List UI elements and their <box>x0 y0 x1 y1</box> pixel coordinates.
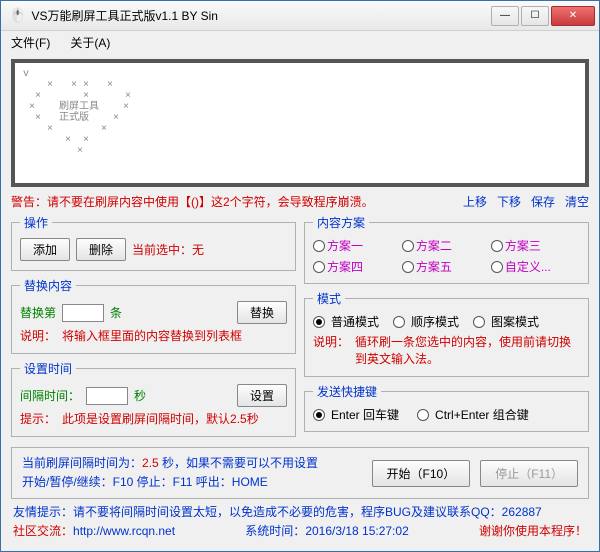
mode-hint-label: 说明： <box>313 333 349 350</box>
mode-option-2[interactable]: 图案模式 <box>473 313 539 330</box>
time-legend: 设置时间 <box>20 360 76 377</box>
replace-suffix: 条 <box>110 304 122 321</box>
toolbar-links: 上移 下移 保存 清空 <box>463 193 589 210</box>
scheme-option-0[interactable]: 方案一 <box>313 235 402 256</box>
current-label: 当前选中：无 <box>132 241 204 258</box>
link-save[interactable]: 保存 <box>531 193 555 210</box>
ops-group: 操作 添加 删除 当前选中：无 <box>11 214 296 271</box>
modes-group: 模式 普通模式顺序模式图案模式 说明： 循环刷一条您选中的内容，使用前请切换到英… <box>304 290 589 377</box>
menu-file[interactable]: 文件(F) <box>7 32 54 53</box>
schemes-group: 内容方案 方案一方案二方案三方案四方案五自定义... <box>304 214 589 284</box>
community-link[interactable]: 社区交流：http://www.rcqn.net <box>13 522 175 539</box>
scheme-option-3[interactable]: 方案四 <box>313 256 402 277</box>
replace-hint-label: 说明： <box>20 327 56 344</box>
time-group: 设置时间 间隔时间： 秒 设置 提示： 此项是设置刷屏间隔时间，默认2.5秒 <box>11 360 296 437</box>
scheme-option-2[interactable]: 方案三 <box>491 235 580 256</box>
start-button[interactable]: 开始（F10） <box>372 460 471 487</box>
replace-hint: 将输入框里面的内容替换到列表框 <box>62 327 242 344</box>
ops-legend: 操作 <box>20 214 52 231</box>
system-time: 系统时间：2016/3/18 15:27:02 <box>245 522 408 539</box>
replace-group: 替换内容 替换第 条 替换 说明： 将输入框里面的内容替换到列表框 <box>11 277 296 354</box>
link-move-down[interactable]: 下移 <box>497 193 521 210</box>
mode-option-0[interactable]: 普通模式 <box>313 313 379 330</box>
time-hint-label: 提示： <box>20 410 56 427</box>
mode-hint: 循环刷一条您选中的内容，使用前请切换到英文输入法。 <box>355 333 580 367</box>
shortcut-info: 开始/暂停/继续：F10 停止：F11 呼出：HOME <box>22 473 318 492</box>
replace-legend: 替换内容 <box>20 277 76 294</box>
replace-index-input[interactable] <box>62 304 104 322</box>
mode-option-1[interactable]: 顺序模式 <box>393 313 459 330</box>
minimize-button[interactable]: — <box>491 6 519 26</box>
link-move-up[interactable]: 上移 <box>463 193 487 210</box>
scheme-option-1[interactable]: 方案二 <box>402 235 491 256</box>
modes-legend: 模式 <box>313 290 345 307</box>
replace-prefix: 替换第 <box>20 304 56 321</box>
footer-tip: 友情提示：请不要将间隔时间设置太短，以免造成不必要的危害，程序BUG及建议联系Q… <box>13 503 587 520</box>
delete-button[interactable]: 删除 <box>76 238 126 261</box>
title-bar[interactable]: 🖱️ VS万能刷屏工具正式版v1.1 BY Sin — ☐ ✕ <box>1 1 599 31</box>
scheme-option-5[interactable]: 自定义... <box>491 256 580 277</box>
window-title: VS万能刷屏工具正式版v1.1 BY Sin <box>31 7 491 24</box>
content-area: v × × × × × × × × 刷屏工具 × × 正式版 × × × × ×… <box>1 53 599 545</box>
interval-input[interactable] <box>86 387 128 405</box>
replace-button[interactable]: 替换 <box>237 301 287 324</box>
link-clear[interactable]: 清空 <box>565 193 589 210</box>
interval-label: 间隔时间： <box>20 387 80 404</box>
stop-button[interactable]: 停止（F11） <box>480 460 578 487</box>
window-controls: — ☐ ✕ <box>491 6 595 26</box>
hotkey-legend: 发送快捷键 <box>313 383 381 400</box>
ascii-preview[interactable]: v × × × × × × × × 刷屏工具 × × 正式版 × × × × ×… <box>11 59 589 187</box>
maximize-button[interactable]: ☐ <box>521 6 549 26</box>
info-box: 当前刷屏间隔时间为：2.5 秒，如果不需要可以不用设置 开始/暂停/继续：F10… <box>11 447 589 499</box>
set-time-button[interactable]: 设置 <box>237 384 287 407</box>
add-button[interactable]: 添加 <box>20 238 70 261</box>
interval-unit: 秒 <box>134 387 146 404</box>
scheme-option-4[interactable]: 方案五 <box>402 256 491 277</box>
schemes-legend: 内容方案 <box>313 214 369 231</box>
thanks-text: 谢谢你使用本程序！ <box>479 522 587 539</box>
close-button[interactable]: ✕ <box>551 6 595 26</box>
warning-text: 警告：请不要在刷屏内容中使用【()】这2个字符，会导致程序崩溃。 <box>11 193 374 210</box>
menu-bar: 文件(F) 关于(A) <box>1 31 599 53</box>
hotkey-option-0[interactable]: Enter 回车键 <box>313 406 399 423</box>
time-hint: 此项是设置刷屏间隔时间，默认2.5秒 <box>62 410 259 427</box>
hotkey-group: 发送快捷键 Enter 回车键 Ctrl+Enter 组合键 <box>304 383 589 432</box>
app-icon: 🖱️ <box>9 7 26 24</box>
app-window: 🖱️ VS万能刷屏工具正式版v1.1 BY Sin — ☐ ✕ 文件(F) 关于… <box>0 0 600 552</box>
menu-about[interactable]: 关于(A) <box>66 32 114 53</box>
hotkey-option-1[interactable]: Ctrl+Enter 组合键 <box>417 406 529 423</box>
interval-info: 当前刷屏间隔时间为：2.5 秒，如果不需要可以不用设置 <box>22 454 318 473</box>
